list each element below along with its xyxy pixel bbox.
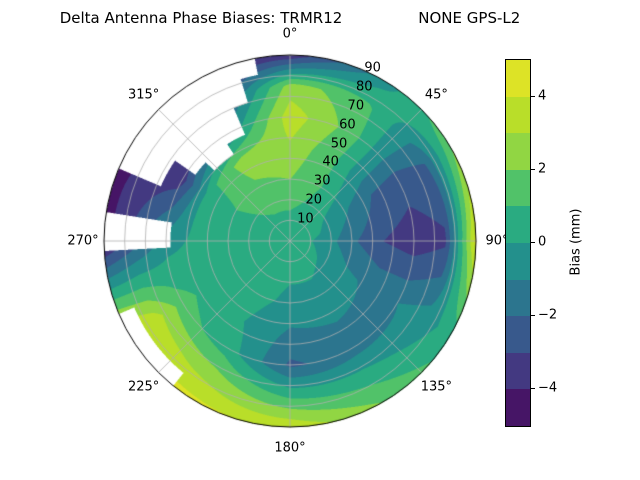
colorbar-tick-mark [531, 242, 535, 243]
radial-tick-label: 30 [313, 173, 331, 189]
radial-tick-label: 80 [355, 79, 373, 95]
colorbar-band [506, 60, 530, 97]
colorbar-tick-label: 0 [538, 234, 547, 250]
azimuth-tick-label: 225° [127, 379, 160, 395]
radial-tick-label: 90 [364, 60, 381, 76]
colorbar-tick-mark [531, 168, 535, 170]
radial-tick-label: 60 [339, 117, 356, 133]
colorbar [505, 59, 531, 427]
radial-tick-label: 70 [347, 98, 365, 114]
azimuth-tick-label: 0° [282, 26, 298, 42]
colorbar-band [506, 279, 530, 317]
colorbar-band [506, 206, 530, 243]
colorbar-band [506, 169, 530, 207]
colorbar-band [506, 242, 530, 280]
colorbar-tick-label: 4 [538, 88, 547, 104]
colorbar-tick-mark [531, 95, 535, 97]
colorbar-band [506, 352, 530, 390]
colorbar-band [506, 96, 530, 134]
azimuth-tick-label: 270° [67, 233, 99, 249]
azimuth-tick-label: 180° [274, 440, 306, 456]
azimuth-tick-label: 45° [424, 87, 448, 103]
colorbar-band [506, 316, 530, 353]
colorbar-band [506, 133, 530, 170]
radial-tick-label: 40 [322, 154, 339, 170]
colorbar-tick-label: 2 [538, 161, 547, 177]
azimuth-tick-label: 90° [485, 233, 509, 249]
colorbar-tick-mark [531, 388, 535, 390]
azimuth-tick-label: 315° [127, 87, 160, 103]
colorbar-band [506, 389, 530, 426]
radial-tick-label: 20 [305, 192, 323, 208]
colorbar-tick-label: −2 [538, 307, 558, 323]
azimuth-tick-label: 135° [420, 379, 453, 395]
colorbar-tick-label: −4 [538, 380, 558, 396]
colorbar-tick-mark [531, 315, 535, 317]
radial-tick-label: 10 [297, 211, 314, 227]
radial-tick-label: 50 [330, 136, 348, 152]
colorbar-axis-label: Bias (mm) [568, 208, 584, 276]
